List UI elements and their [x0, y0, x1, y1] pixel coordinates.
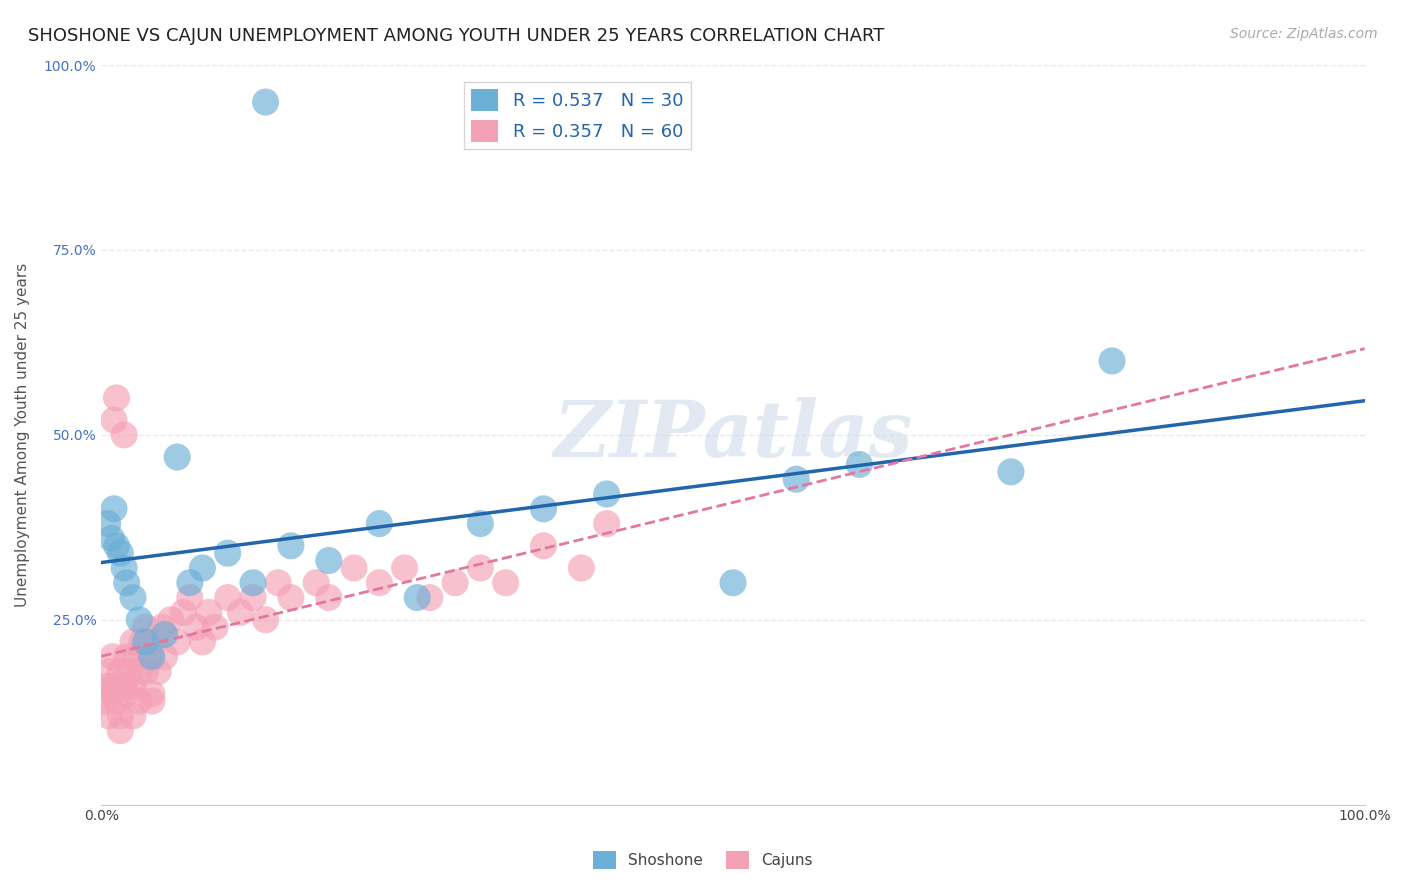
- Point: [135, 635, 157, 649]
- Point: [1101, 354, 1123, 368]
- Point: [118, 665, 141, 679]
- Point: [280, 591, 302, 605]
- Point: [184, 620, 207, 634]
- Point: [122, 635, 145, 649]
- Point: [204, 620, 226, 634]
- Point: [153, 627, 176, 641]
- Point: [103, 501, 125, 516]
- Point: [143, 635, 166, 649]
- Point: [110, 723, 132, 738]
- Point: [533, 539, 555, 553]
- Point: [197, 605, 219, 619]
- Point: [110, 665, 132, 679]
- Point: [97, 709, 120, 723]
- Point: [105, 391, 128, 405]
- Point: [110, 546, 132, 560]
- Point: [267, 575, 290, 590]
- Point: [122, 591, 145, 605]
- Point: [135, 665, 157, 679]
- Point: [110, 709, 132, 723]
- Text: Source: ZipAtlas.com: Source: ZipAtlas.com: [1230, 27, 1378, 41]
- Point: [179, 591, 201, 605]
- Point: [242, 575, 264, 590]
- Point: [721, 575, 744, 590]
- Point: [97, 679, 120, 693]
- Point: [318, 591, 340, 605]
- Point: [217, 546, 239, 560]
- Point: [101, 649, 124, 664]
- Legend: Shoshone, Cajuns: Shoshone, Cajuns: [588, 845, 818, 875]
- Point: [135, 620, 157, 634]
- Point: [131, 635, 153, 649]
- Point: [105, 539, 128, 553]
- Point: [128, 613, 150, 627]
- Point: [125, 649, 148, 664]
- Point: [368, 575, 391, 590]
- Point: [254, 613, 277, 627]
- Point: [105, 694, 128, 708]
- Point: [406, 591, 429, 605]
- Point: [103, 413, 125, 427]
- Point: [217, 591, 239, 605]
- Point: [533, 501, 555, 516]
- Point: [785, 472, 807, 486]
- Point: [153, 649, 176, 664]
- Point: [179, 575, 201, 590]
- Point: [305, 575, 328, 590]
- Point: [97, 516, 120, 531]
- Point: [141, 649, 163, 664]
- Point: [1000, 465, 1022, 479]
- Point: [128, 694, 150, 708]
- Point: [191, 561, 214, 575]
- Point: [191, 635, 214, 649]
- Point: [470, 516, 492, 531]
- Point: [141, 694, 163, 708]
- Point: [128, 665, 150, 679]
- Point: [112, 679, 135, 693]
- Point: [368, 516, 391, 531]
- Point: [122, 709, 145, 723]
- Point: [173, 605, 195, 619]
- Point: [112, 561, 135, 575]
- Point: [394, 561, 416, 575]
- Point: [103, 679, 125, 693]
- Point: [242, 591, 264, 605]
- Point: [596, 516, 619, 531]
- Point: [115, 575, 138, 590]
- Point: [280, 539, 302, 553]
- Point: [495, 575, 517, 590]
- Text: ZIPatlas: ZIPatlas: [554, 397, 912, 473]
- Point: [254, 95, 277, 109]
- Point: [419, 591, 441, 605]
- Legend: R = 0.537   N = 30, R = 0.357   N = 60: R = 0.537 N = 30, R = 0.357 N = 60: [464, 81, 690, 149]
- Point: [100, 532, 122, 546]
- Point: [138, 649, 160, 664]
- Point: [318, 553, 340, 567]
- Point: [150, 620, 173, 634]
- Point: [122, 679, 145, 693]
- Point: [98, 665, 121, 679]
- Point: [115, 687, 138, 701]
- Point: [470, 561, 492, 575]
- Point: [160, 613, 183, 627]
- Point: [444, 575, 467, 590]
- Point: [229, 605, 252, 619]
- Point: [166, 450, 188, 464]
- Point: [571, 561, 593, 575]
- Point: [141, 687, 163, 701]
- Point: [596, 487, 619, 501]
- Point: [94, 694, 117, 708]
- Point: [848, 458, 870, 472]
- Text: SHOSHONE VS CAJUN UNEMPLOYMENT AMONG YOUTH UNDER 25 YEARS CORRELATION CHART: SHOSHONE VS CAJUN UNEMPLOYMENT AMONG YOU…: [28, 27, 884, 45]
- Point: [148, 665, 170, 679]
- Point: [100, 687, 122, 701]
- Point: [112, 428, 135, 442]
- Point: [115, 649, 138, 664]
- Point: [343, 561, 366, 575]
- Point: [166, 635, 188, 649]
- Y-axis label: Unemployment Among Youth under 25 years: Unemployment Among Youth under 25 years: [15, 263, 30, 607]
